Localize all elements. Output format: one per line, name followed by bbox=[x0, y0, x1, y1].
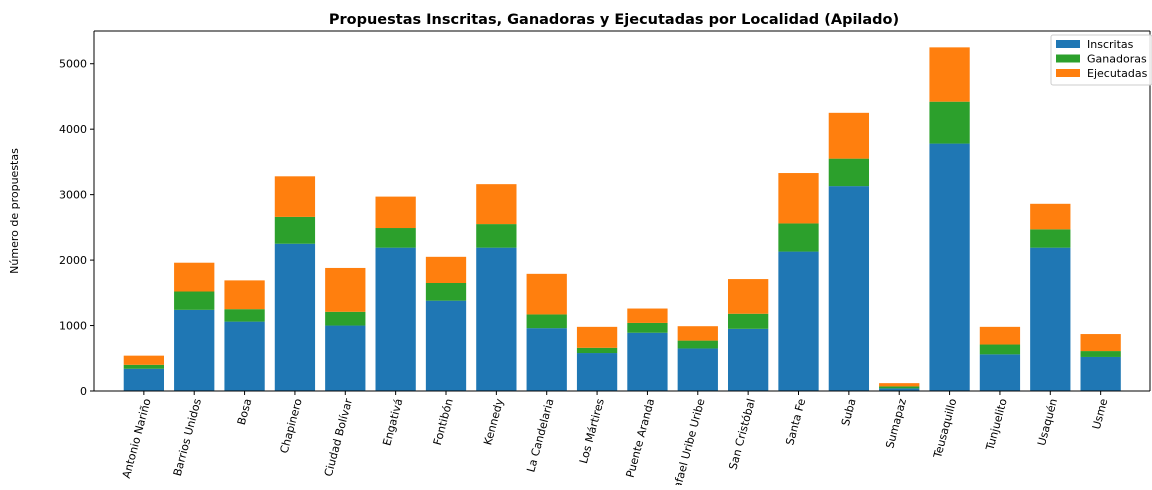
y-tick-label: 0 bbox=[80, 385, 87, 398]
bar-ejecutadas-usaquen bbox=[1030, 203, 1071, 230]
bar-ganadoras-los-martires bbox=[576, 347, 618, 354]
bar-ejecutadas-ciudad-bolivar bbox=[325, 267, 366, 312]
x-tick-label-los-martires: Los Mártires bbox=[577, 397, 607, 465]
bar-inscritas-los-martires bbox=[576, 353, 618, 391]
x-tick-label-usme: Usme bbox=[1090, 397, 1111, 431]
bar-inscritas-san-cristobal bbox=[728, 328, 769, 391]
bar-ejecutadas-barrios-unidos bbox=[174, 262, 215, 292]
bar-ejecutadas-engativa bbox=[375, 196, 416, 229]
bar-inscritas-barrios-unidos bbox=[174, 309, 215, 391]
bar-ganadoras-fontibon bbox=[425, 283, 467, 301]
bar-ejecutadas-la-candelaria bbox=[526, 273, 567, 315]
legend-label-ejecutadas: Ejecutadas bbox=[1087, 67, 1148, 80]
bar-inscritas-tunjuelito bbox=[979, 354, 1021, 391]
x-tick-label-teusaquillo: Teusaquillo bbox=[931, 397, 960, 460]
bar-inscritas-chapinero bbox=[274, 243, 316, 391]
bar-ejecutadas-usme bbox=[1080, 334, 1121, 352]
axes-layer: 0 1000 2000 3000 4000 5000 Antonio Nariño Barri… bbox=[59, 30, 1151, 490]
bar-ejecutadas-kennedy bbox=[476, 184, 517, 225]
legend-swatch-ganadoras bbox=[1056, 54, 1080, 63]
bar-ejecutadas-antonio-narino bbox=[123, 355, 164, 365]
bar-inscritas-fontibon bbox=[425, 300, 467, 391]
bars-layer bbox=[123, 47, 1121, 391]
bar-ganadoras-teusaquillo bbox=[929, 101, 970, 144]
x-tick-label-fontibon: Fontibón bbox=[431, 397, 456, 446]
bar-ganadoras-usme bbox=[1080, 351, 1121, 357]
x-tick-label-la-candelaria: La Candelaria bbox=[524, 397, 556, 473]
bar-ganadoras-ciudad-bolivar bbox=[325, 311, 366, 326]
x-tick-label-antonio-narino: Antonio Nariño bbox=[120, 397, 154, 480]
bar-inscritas-antonio-narino bbox=[123, 368, 164, 391]
bar-ganadoras-santa-fe bbox=[778, 223, 819, 252]
bar-inscritas-puente-aranda bbox=[627, 332, 668, 391]
bar-ejecutadas-puente-aranda bbox=[627, 308, 668, 323]
bar-ejecutadas-santa-fe bbox=[778, 173, 819, 224]
bar-inscritas-la-candelaria bbox=[526, 328, 567, 391]
bar-ganadoras-engativa bbox=[375, 228, 416, 248]
bar-inscritas-rafael-uribe-uribe bbox=[677, 348, 718, 391]
bar-ganadoras-chapinero bbox=[274, 216, 316, 244]
bar-inscritas-suba bbox=[828, 186, 870, 391]
x-tick-label-kennedy: Kennedy bbox=[481, 397, 506, 447]
y-tick-label: 2000 bbox=[59, 254, 87, 267]
bar-ganadoras-suba bbox=[828, 158, 870, 187]
bar-inscritas-engativa bbox=[375, 247, 416, 391]
bar-ganadoras-puente-aranda bbox=[627, 322, 668, 333]
legend-label-inscritas: Inscritas bbox=[1087, 38, 1134, 51]
y-tick-label: 4000 bbox=[59, 123, 87, 136]
bar-ganadoras-usaquen bbox=[1030, 229, 1071, 248]
y-tick-label: 1000 bbox=[59, 320, 87, 333]
bar-ejecutadas-suba bbox=[828, 112, 870, 159]
bar-ejecutadas-fontibon bbox=[425, 256, 467, 283]
bar-ejecutadas-teusaquillo bbox=[929, 47, 970, 102]
bar-inscritas-usaquen bbox=[1030, 247, 1071, 391]
y-tick-label: 3000 bbox=[59, 189, 87, 202]
bar-inscritas-santa-fe bbox=[778, 251, 819, 391]
bar-ganadoras-kennedy bbox=[476, 224, 517, 248]
bar-ejecutadas-chapinero bbox=[274, 176, 316, 217]
x-tick-label-santa-fe: Santa Fe bbox=[783, 397, 808, 447]
x-tick-label-tunjuelito: Tunjuelito bbox=[983, 397, 1010, 453]
legend-swatch-inscritas bbox=[1056, 40, 1080, 48]
x-tick-label-barrios-unidos: Barrios Unidos bbox=[171, 397, 204, 478]
x-tick-label-suba: Suba bbox=[839, 397, 859, 427]
bar-ejecutadas-rafael-uribe-uribe bbox=[677, 326, 718, 341]
bar-ejecutadas-tunjuelito bbox=[979, 326, 1021, 345]
bar-ganadoras-antonio-narino bbox=[123, 364, 164, 369]
x-tick-label-usaquen: Usaquén bbox=[1035, 397, 1060, 447]
bar-ganadoras-san-cristobal bbox=[728, 313, 769, 329]
bar-ganadoras-la-candelaria bbox=[526, 314, 567, 329]
x-tick-label-chapinero: Chapinero bbox=[278, 397, 305, 455]
x-tick-label-rafael-uribe-uribe: Rafael Uribe Uribe bbox=[669, 397, 708, 485]
bar-ganadoras-tunjuelito bbox=[979, 344, 1021, 355]
bar-ganadoras-sumapaz bbox=[879, 386, 920, 389]
bar-inscritas-kennedy bbox=[476, 247, 517, 391]
bar-inscritas-teusaquillo bbox=[929, 143, 970, 391]
x-tick-label-engativa: Engativá bbox=[380, 397, 405, 447]
x-tick-label-san-cristobal: San Cristóbal bbox=[726, 397, 757, 471]
x-tick-label-puente-aranda: Puente Aranda bbox=[624, 397, 658, 479]
chart-title: Propuestas Inscritas, Ganadoras y Ejecut… bbox=[329, 12, 899, 28]
legend-label-ganadoras: Ganadoras bbox=[1087, 53, 1147, 66]
bar-inscritas-bosa bbox=[224, 321, 265, 391]
bar-inscritas-ciudad-bolivar bbox=[325, 325, 366, 391]
y-axis-label: Número de propuestas bbox=[8, 148, 21, 274]
x-tick-label-sumapaz: Sumapaz bbox=[883, 397, 909, 450]
bar-inscritas-sumapaz bbox=[879, 388, 920, 391]
bar-ejecutadas-los-martires bbox=[576, 326, 618, 348]
bar-ganadoras-bosa bbox=[224, 309, 265, 322]
bar-ganadoras-rafael-uribe-uribe bbox=[677, 340, 718, 349]
bar-ganadoras-barrios-unidos bbox=[174, 291, 215, 310]
x-tick-label-bosa: Bosa bbox=[235, 397, 254, 426]
x-tick-label-ciudad-bolivar: Ciudad Bolívar bbox=[322, 397, 355, 478]
bar-ejecutadas-sumapaz bbox=[879, 383, 920, 387]
bar-inscritas-usme bbox=[1080, 356, 1121, 391]
bar-ejecutadas-bosa bbox=[224, 280, 265, 310]
bar-ejecutadas-san-cristobal bbox=[728, 279, 769, 314]
legend-swatch-ejecutadas bbox=[1056, 69, 1080, 77]
y-tick-label: 5000 bbox=[59, 58, 87, 71]
